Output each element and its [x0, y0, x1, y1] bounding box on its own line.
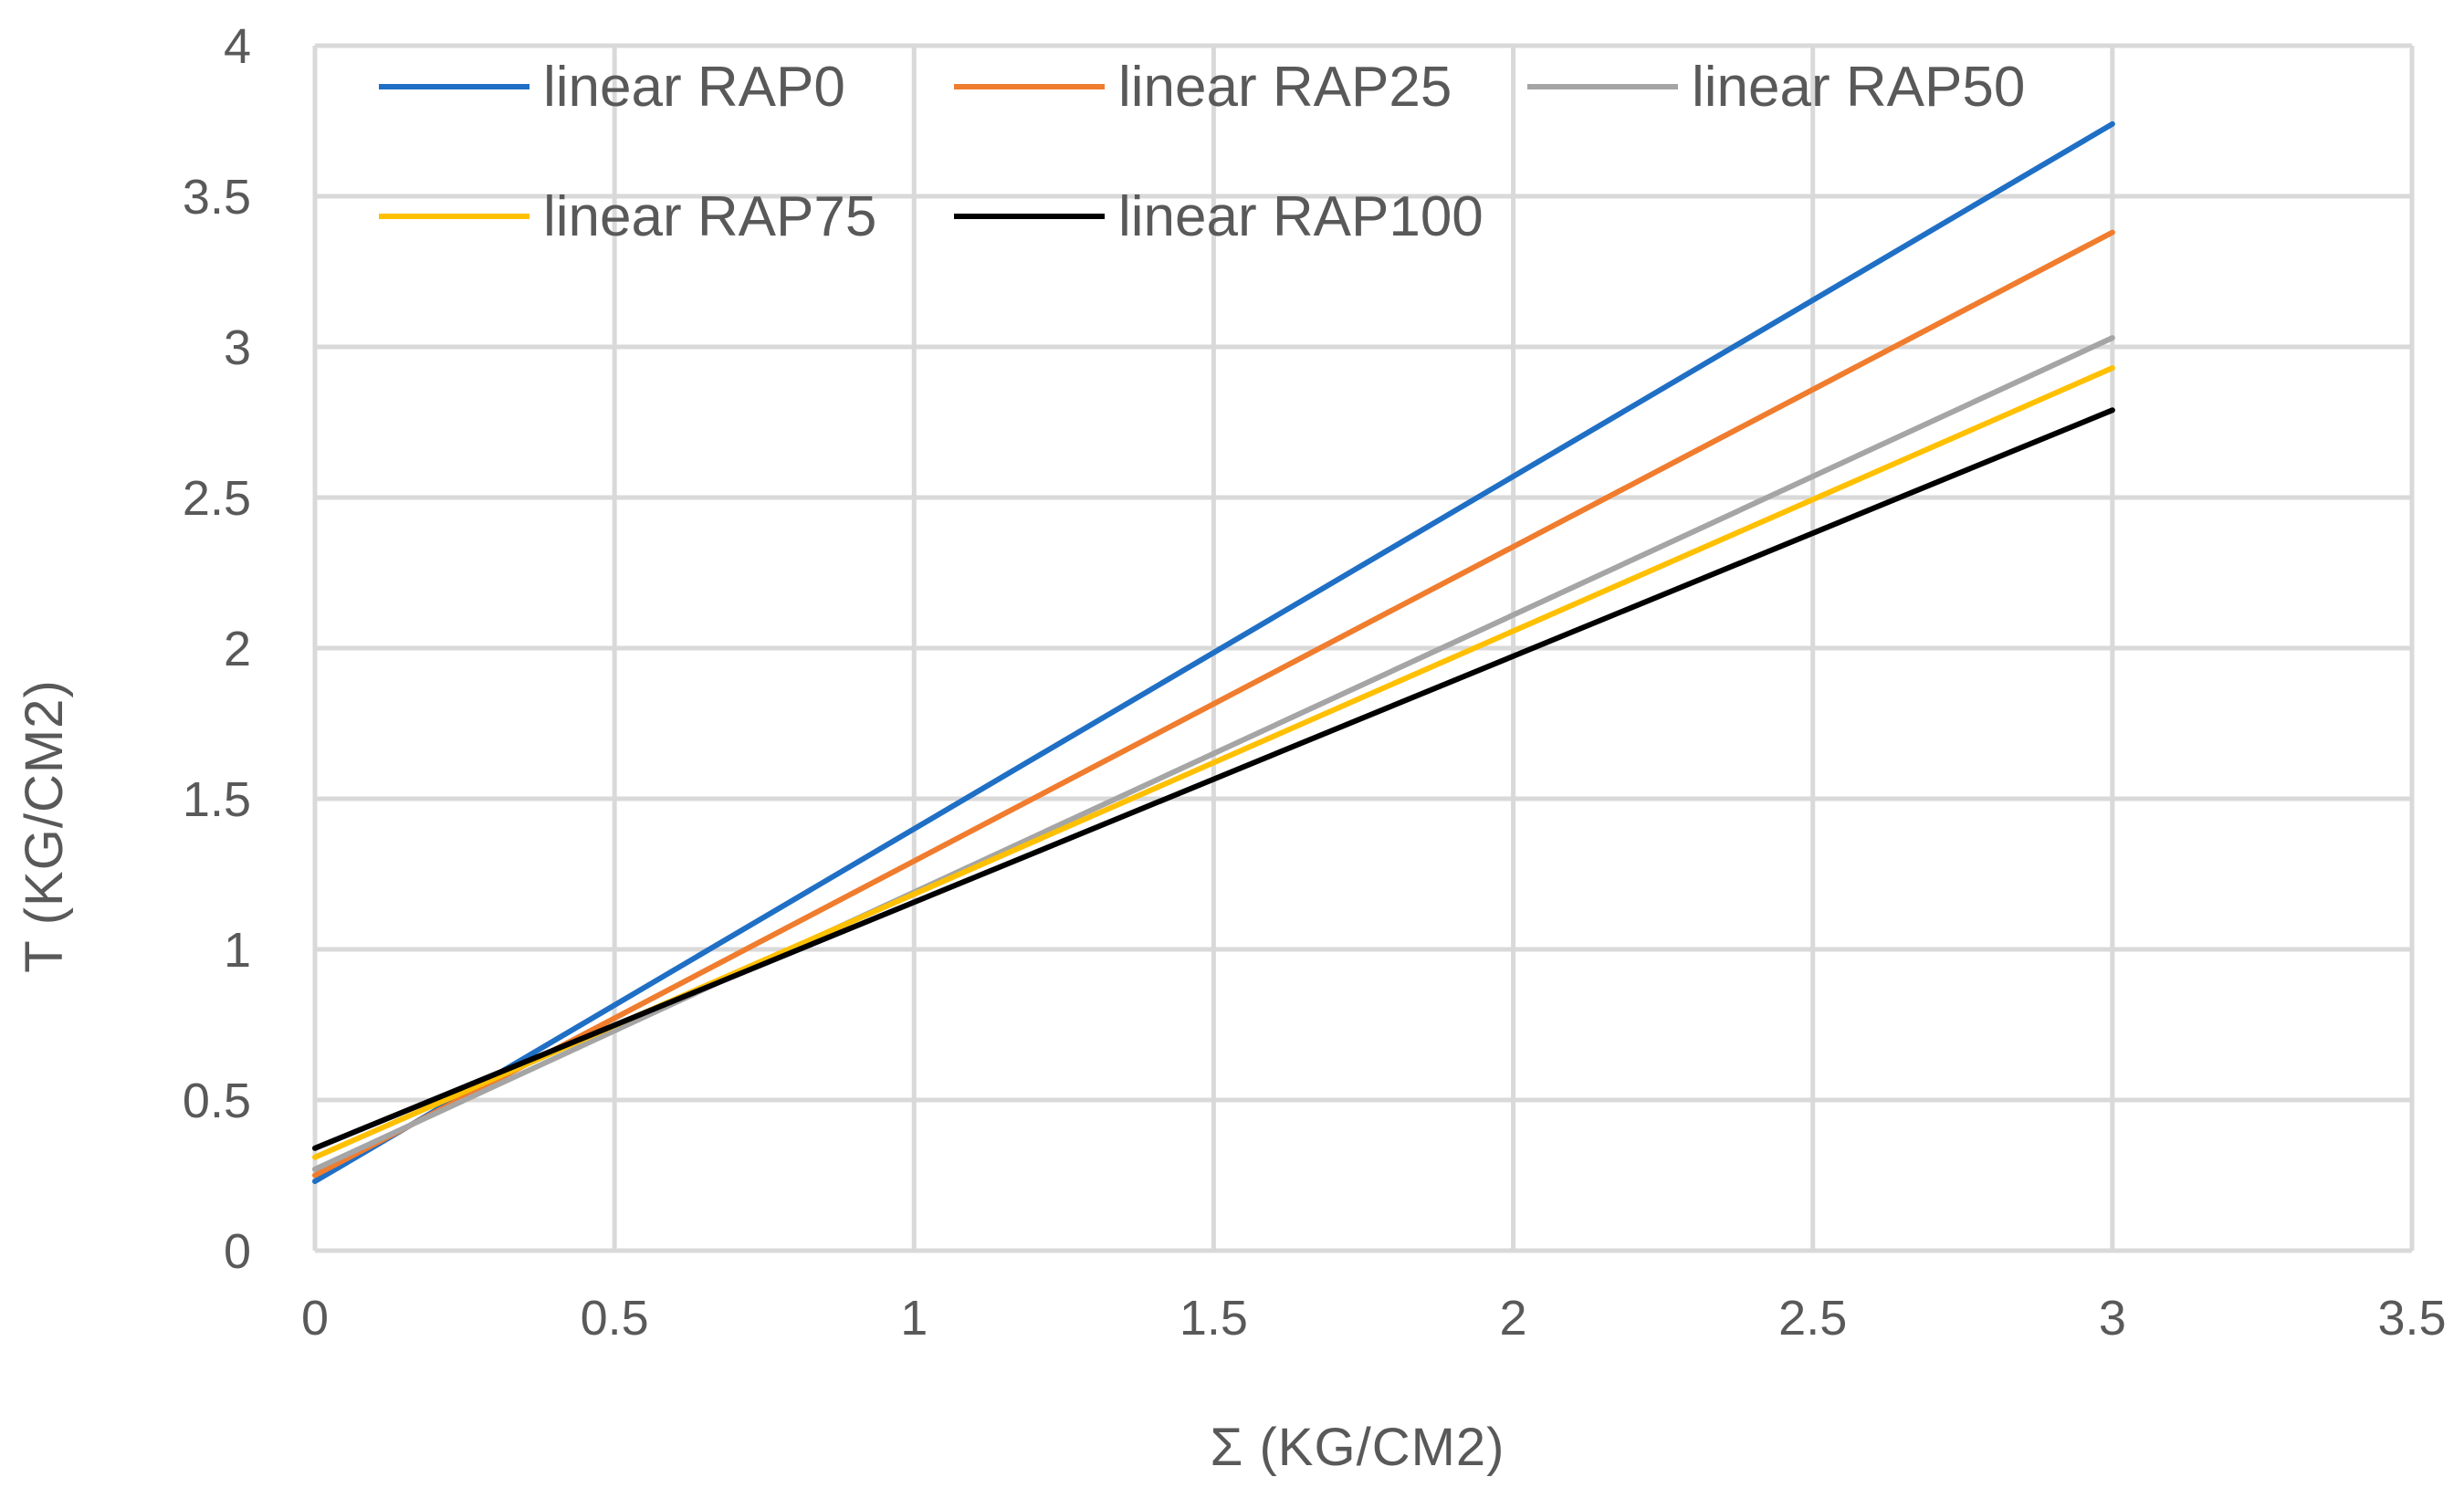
y-axis-tick-labels: 0 0.5 1 1.5 2 2.5 3 3.5 4 [183, 19, 251, 1279]
y-tick-label: 0.5 [183, 1074, 251, 1128]
legend-label: linear RAP100 [1118, 185, 1484, 248]
x-tick-label: 1.5 [1180, 1291, 1248, 1346]
legend-label: linear RAP50 [1692, 56, 2025, 119]
y-tick-label: 1 [224, 923, 251, 978]
legend-item: linear RAP50 [1527, 56, 2025, 119]
x-tick-label: 2 [1500, 1291, 1527, 1346]
x-tick-label: 1 [900, 1291, 928, 1346]
x-tick-label: 0.5 [581, 1291, 649, 1346]
series-line-linear-rap0 [312, 120, 2115, 1185]
legend-item: linear RAP25 [954, 56, 1452, 119]
y-tick-label: 0 [224, 1224, 251, 1279]
y-tick-label: 2.5 [183, 471, 251, 526]
x-axis-title: Σ (KG/CM2) [1211, 1418, 1505, 1477]
y-tick-label: 3.5 [183, 170, 251, 225]
series-line-linear-rap100 [312, 407, 2115, 1151]
y-tick-label: 1.5 [183, 772, 251, 827]
x-tick-label: 3 [2099, 1291, 2126, 1346]
x-tick-label: 2.5 [1778, 1291, 1847, 1346]
series-line-linear-rap25 [312, 229, 2115, 1178]
legend-label: linear RAP75 [543, 185, 876, 248]
x-tick-label: 3.5 [2377, 1291, 2446, 1346]
x-axis-tick-labels: 0 0.5 1 1.5 2 2.5 3 3.5 [301, 1291, 2447, 1346]
grid [312, 43, 2415, 1253]
legend-item: linear RAP75 [379, 185, 876, 248]
y-tick-label: 3 [224, 320, 251, 375]
series-line-linear-rap50 [312, 335, 2115, 1172]
series-lines [312, 120, 2115, 1185]
x-tick-label: 0 [301, 1291, 329, 1346]
legend: linear RAP0 linear RAP25 linear RAP50 linea… [379, 56, 2025, 248]
legend-item: linear RAP0 [379, 56, 845, 119]
legend-label: linear RAP25 [1118, 56, 1452, 119]
y-tick-label: 2 [224, 622, 251, 676]
y-tick-label: 4 [224, 19, 251, 74]
y-axis-title: Τ (KG/CM2) [15, 679, 74, 973]
legend-label: linear RAP0 [543, 56, 845, 119]
legend-item: linear RAP100 [954, 185, 1484, 248]
